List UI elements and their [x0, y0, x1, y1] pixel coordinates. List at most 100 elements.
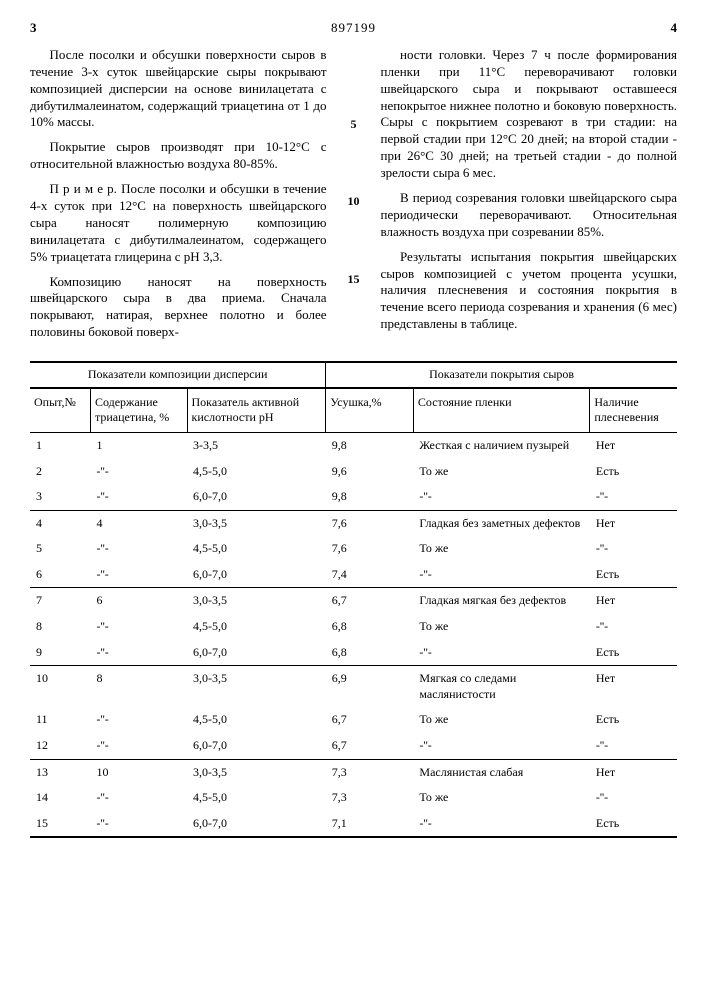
col-header-opyt: Опыт,№ — [30, 388, 90, 433]
table-cell: -''- — [90, 562, 187, 588]
table-cell: -''- — [413, 640, 589, 666]
table-cell: Нет — [590, 432, 677, 458]
table-row: 8-''-4,5-5,06,8То же-''- — [30, 614, 677, 640]
table-cell: То же — [413, 614, 589, 640]
table-row: 1083,0-3,56,9Мягкая со следами маслянист… — [30, 666, 677, 708]
table-cell: -''- — [590, 536, 677, 562]
paragraph: Результаты испытания покрытия швейцарски… — [381, 249, 678, 333]
table-cell: 4 — [90, 510, 187, 536]
table-cell: 6,0-7,0 — [187, 733, 326, 759]
paragraph: ности головки. Через 7 ч после формирова… — [381, 47, 678, 182]
table-cell: 6,7 — [326, 733, 414, 759]
paragraph: Покрытие сыров производят при 10-12°С с … — [30, 139, 327, 173]
table-cell: 6,9 — [326, 666, 414, 708]
table-row: 763,0-3,56,7Гладкая мягкая без дефектовН… — [30, 588, 677, 614]
table-cell: 6,0-7,0 — [187, 484, 326, 510]
table-cell: 4,5-5,0 — [187, 459, 326, 485]
table-cell: 6 — [30, 562, 90, 588]
table-row: 11-''-4,5-5,06,7То жеЕсть — [30, 707, 677, 733]
table-cell: 14 — [30, 785, 90, 811]
table-cell: Есть — [590, 640, 677, 666]
table-cell: 7,1 — [326, 811, 414, 838]
table-cell: 8 — [30, 614, 90, 640]
table-cell: 15 — [30, 811, 90, 838]
table-cell: Есть — [590, 707, 677, 733]
table-row: 443,0-3,57,6Гладкая без заметных дефекто… — [30, 510, 677, 536]
table-cell: -''- — [590, 733, 677, 759]
line-num: 5 — [351, 117, 357, 133]
table-cell: То же — [413, 785, 589, 811]
table-cell: -''- — [90, 459, 187, 485]
results-table: Показатели композиции дисперсии Показате… — [30, 361, 677, 838]
table-cell: 1 — [30, 432, 90, 458]
table-cell: 3,0-3,5 — [187, 588, 326, 614]
table-cell: 4,5-5,0 — [187, 785, 326, 811]
table-cell: 5 — [30, 536, 90, 562]
table-cell: 9,8 — [326, 484, 414, 510]
table-cell: 4,5-5,0 — [187, 614, 326, 640]
line-num: 10 — [348, 194, 360, 210]
col-header-usushka: Усушка,% — [326, 388, 414, 433]
table-cell: Есть — [590, 562, 677, 588]
table-row: 2-''-4,5-5,09,6То жеЕсть — [30, 459, 677, 485]
table-cell: Нет — [590, 510, 677, 536]
table-cell: 8 — [90, 666, 187, 708]
table-cell: 6,0-7,0 — [187, 562, 326, 588]
table-cell: Есть — [590, 459, 677, 485]
table-cell: -''- — [413, 562, 589, 588]
table-cell: 3,0-3,5 — [187, 666, 326, 708]
table-cell: -''- — [90, 536, 187, 562]
paragraph: Композицию наносят на поверхность швейца… — [30, 274, 327, 342]
table-row: 5-''-4,5-5,07,6То же-''- — [30, 536, 677, 562]
table-cell: 4,5-5,0 — [187, 707, 326, 733]
table-cell: 6,8 — [326, 614, 414, 640]
table-cell: 4,5-5,0 — [187, 536, 326, 562]
table-row: 6-''-6,0-7,07,4-''-Есть — [30, 562, 677, 588]
table-cell: -''- — [590, 785, 677, 811]
table-cell: -''- — [90, 484, 187, 510]
paragraph: В период созревания головки швейцарского… — [381, 190, 678, 241]
table-cell: Маслянистая слабая — [413, 759, 589, 785]
group-header-1: Показатели композиции дисперсии — [30, 362, 326, 388]
table-cell: 7 — [30, 588, 90, 614]
table-cell: -''- — [413, 733, 589, 759]
col-header-plesn: Наличие плесневения — [590, 388, 677, 433]
table-cell: Гладкая мягкая без дефектов — [413, 588, 589, 614]
table-cell: -''- — [90, 733, 187, 759]
table-cell: Есть — [590, 811, 677, 838]
table-cell: 6,8 — [326, 640, 414, 666]
page-header: 3 897199 4 — [30, 20, 677, 37]
paragraph: П р и м е р. После посолки и обсушки в т… — [30, 181, 327, 265]
table-cell: 10 — [90, 759, 187, 785]
line-num: 15 — [348, 272, 360, 288]
page-num-right: 4 — [671, 20, 678, 37]
left-column: После посолки и обсушки поверхности сыро… — [30, 47, 327, 349]
table-cell: Мягкая со следами маслянистости — [413, 666, 589, 708]
table-cell: Нет — [590, 666, 677, 708]
table-cell: То же — [413, 536, 589, 562]
doc-number: 897199 — [37, 20, 671, 37]
table-cell: 9,8 — [326, 432, 414, 458]
table-cell: Нет — [590, 759, 677, 785]
table-row: 12-''-6,0-7,06,7-''--''- — [30, 733, 677, 759]
col-header-plenka: Состояние пленки — [413, 388, 589, 433]
table-cell: -''- — [90, 614, 187, 640]
table-cell: -''- — [413, 811, 589, 838]
table-cell: -''- — [90, 707, 187, 733]
table-cell: 6,7 — [326, 588, 414, 614]
col-header-tri: Содержание триацетина, % — [90, 388, 187, 433]
table-cell: -''- — [90, 811, 187, 838]
table-cell: 3-3,5 — [187, 432, 326, 458]
right-column: ности головки. Через 7 ч после формирова… — [381, 47, 678, 349]
table-cell: 1 — [90, 432, 187, 458]
col-header-ph: Показатель активной кислотности pH — [187, 388, 326, 433]
line-numbers: 5 10 15 — [345, 47, 363, 349]
table-cell: Гладкая без заметных дефектов — [413, 510, 589, 536]
table-cell: 3,0-3,5 — [187, 510, 326, 536]
table-cell: -''- — [590, 484, 677, 510]
table-cell: 7,6 — [326, 536, 414, 562]
table-cell: 6,0-7,0 — [187, 640, 326, 666]
table-cell: 12 — [30, 733, 90, 759]
table-cell: Нет — [590, 588, 677, 614]
table-cell: 13 — [30, 759, 90, 785]
